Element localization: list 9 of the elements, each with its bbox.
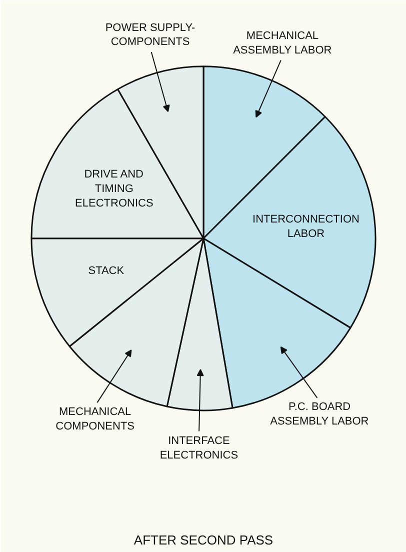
slice-label: MECHANICAL ASSEMBLY LABOR [233,30,332,56]
slice-label: P.C. BOARD ASSEMBLY LABOR [270,401,369,428]
slice-label: DRIVE AND TIMING ELECTRONICS [75,168,154,210]
slice-label: INTERFACE ELECTRONICS [160,435,238,462]
slice-label: POWER SUPPLY- COMPONENTS [105,22,196,48]
slice-label: MECHANICAL COMPONENTS [56,406,135,432]
slice-label: INTERCONNECTION LABOR [252,213,360,240]
slice-label: STACK [88,265,125,278]
text: AFTER SECOND PASS [134,532,274,548]
